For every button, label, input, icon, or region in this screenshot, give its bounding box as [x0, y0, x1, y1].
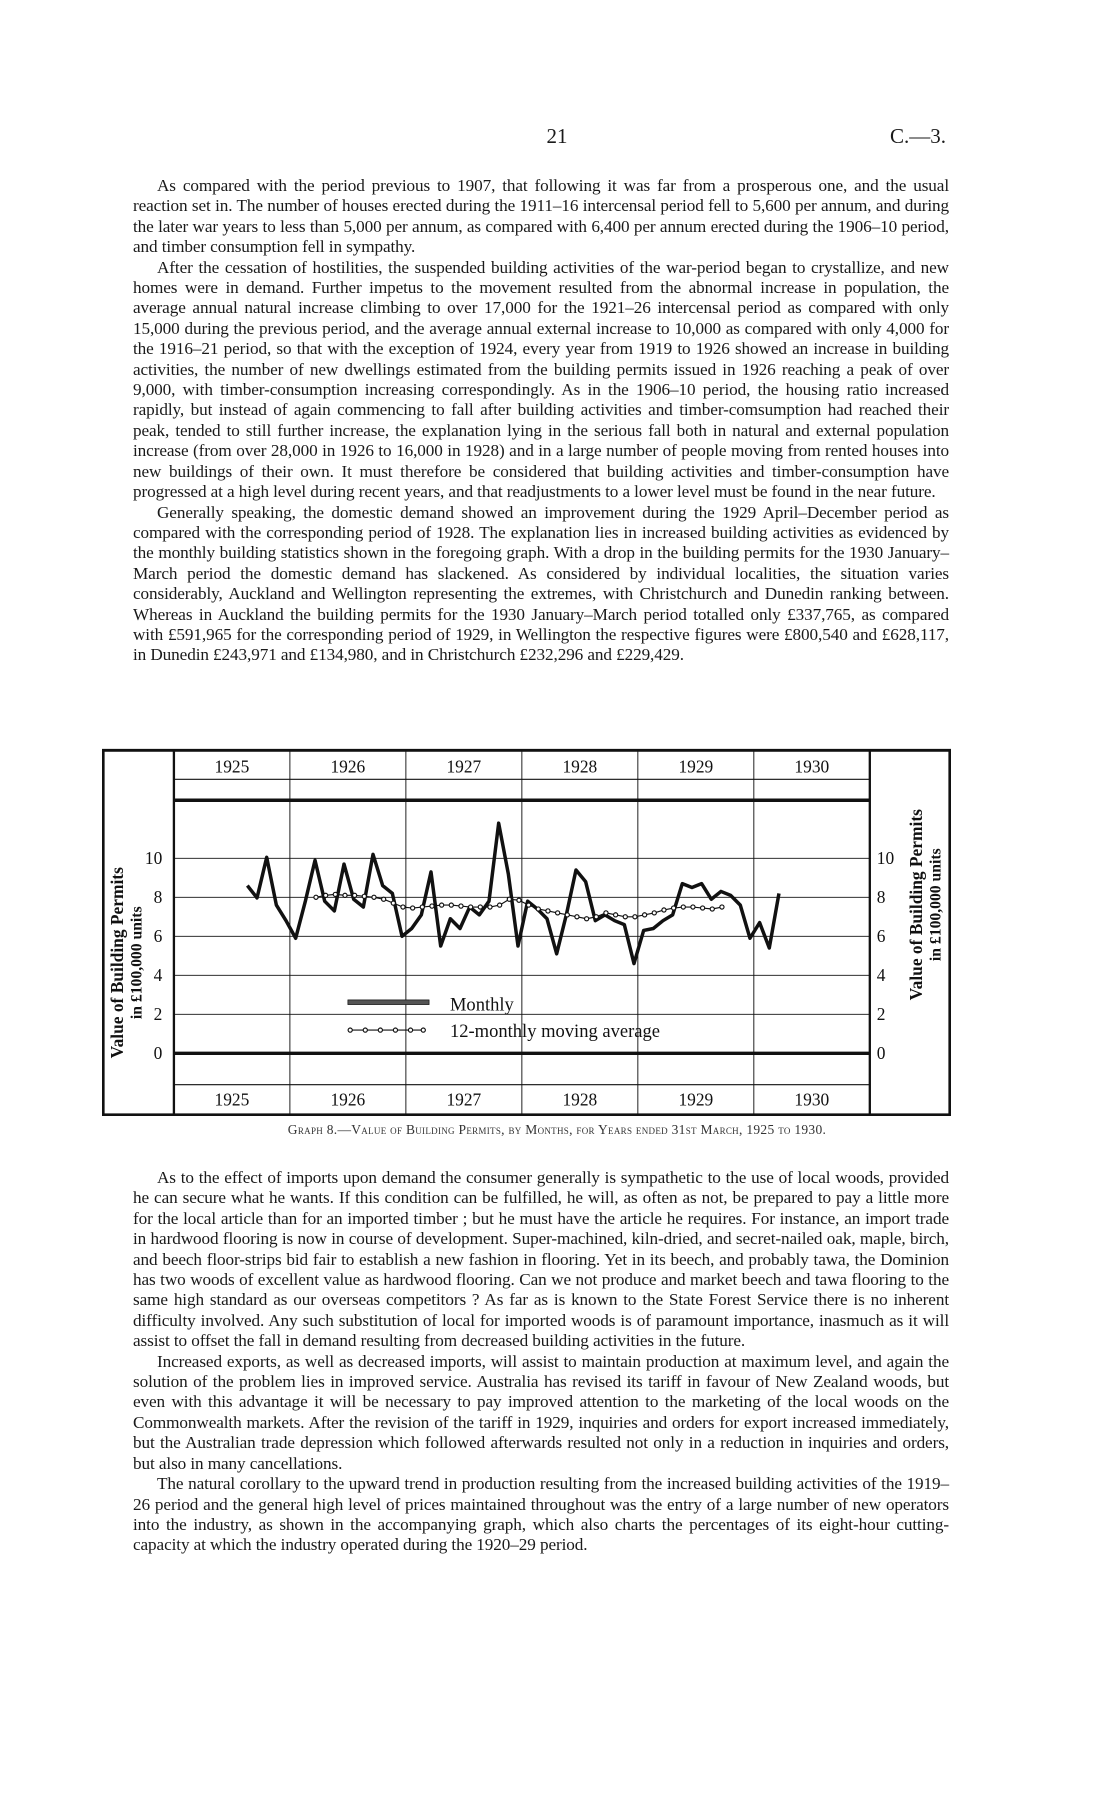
legend-average-marker: [407, 1027, 414, 1033]
year-label-top: 1927: [446, 756, 481, 776]
moving-average-point: [429, 903, 435, 909]
moving-average-point: [641, 912, 648, 918]
moving-average-point: [719, 904, 725, 910]
chart-marks: [245, 821, 781, 966]
page-number: 21: [546, 124, 568, 148]
moving-average-point: [525, 902, 532, 908]
paragraph: After the cessation of hostilities, the …: [133, 257, 949, 502]
document-reference: C.—3.: [889, 124, 946, 148]
y-tick-label-left: 6: [154, 926, 163, 946]
y-axis-title-left-units: in £100,000 units: [128, 906, 145, 1019]
year-label-top: 1929: [678, 756, 713, 776]
legend-average-marker: [347, 1027, 353, 1033]
legend-average-marker: [420, 1027, 426, 1033]
legend-average-marker: [377, 1027, 384, 1033]
moving-average-point: [632, 914, 638, 920]
moving-average-point: [487, 904, 493, 910]
year-label-bottom: 1929: [678, 1090, 713, 1110]
moving-average-point: [477, 904, 483, 910]
moving-average-point: [351, 892, 358, 899]
legend-average-label: 12-monthly moving average: [450, 1021, 660, 1042]
year-label-top: 1925: [215, 756, 250, 776]
moving-average-point: [448, 902, 454, 908]
moving-average-point: [458, 903, 464, 909]
moving-average-point: [583, 916, 590, 922]
moving-average-point: [467, 904, 474, 910]
moving-average-point: [371, 894, 377, 900]
y-tick-label-right: 6: [877, 926, 886, 946]
moving-average-point: [380, 896, 387, 902]
moving-average-point: [516, 897, 522, 903]
legend-monthly-swatch: [347, 999, 430, 1005]
moving-average-point: [709, 906, 715, 912]
paragraph: The natural corollary to the upward tren…: [133, 1474, 949, 1555]
moving-average-point: [574, 914, 580, 920]
moving-average-point: [342, 892, 348, 899]
y-tick-label-right: 8: [877, 887, 886, 907]
moving-average-point: [390, 900, 396, 906]
moving-average-point: [690, 904, 696, 910]
moving-average-point: [622, 914, 628, 920]
moving-average-point: [670, 905, 677, 911]
chart-legend: Monthly 12-monthly moving average: [347, 994, 660, 1042]
paragraph: As compared with the period previous to …: [133, 176, 949, 257]
moving-average-point: [564, 912, 570, 918]
building-permits-chart: 1925 1925 1926 1926 1927 1927 1928 1928 1929 1929…: [102, 748, 951, 1116]
y-axis-title-right-units: in £100,000 units: [928, 848, 945, 961]
moving-average-point: [400, 904, 406, 910]
y-tick-label-left: 8: [154, 887, 163, 907]
moving-average-point: [699, 905, 706, 911]
moving-average-point: [438, 902, 445, 908]
y-tick-label-left: 4: [154, 965, 163, 985]
top-text-block: As compared with the period previous to …: [133, 176, 949, 666]
moving-average-point: [603, 910, 609, 916]
y-tick-label-left: 2: [154, 1004, 163, 1024]
legend-monthly-label: Monthly: [450, 994, 515, 1015]
moving-average-point: [322, 892, 329, 899]
moving-average-point: [612, 912, 619, 918]
legend-average-marker: [392, 1027, 399, 1033]
paragraph: As to the effect of imports upon demand …: [133, 1168, 949, 1351]
moving-average-point: [680, 904, 686, 910]
y-axis-title-right: Value of Building Permits: [906, 809, 926, 1000]
chart-labels: 1925 1925 1926 1926 1927 1927 1928 1928 1929 1929…: [107, 756, 945, 1109]
year-label-bottom: 1928: [562, 1090, 597, 1110]
y-axis-title-left: Value of Building Permits: [107, 867, 127, 1058]
outer-border: [102, 748, 951, 1116]
moving-average-point: [506, 896, 512, 902]
y-tick-label-right: 4: [877, 965, 886, 985]
y-tick-label-right: 0: [877, 1043, 886, 1063]
y-tick-label-right: 2: [877, 1004, 886, 1024]
moving-average-point: [419, 904, 425, 910]
year-label-top: 1928: [562, 756, 597, 776]
monthly-series-line: [245, 821, 781, 966]
graph-caption: Graph 8.—Value of Building Permits, by M…: [287, 1122, 827, 1137]
moving-average-point: [651, 910, 657, 916]
moving-average-point: [545, 908, 551, 914]
legend-average-marker: [362, 1027, 368, 1033]
y-tick-label-left: 0: [154, 1043, 163, 1063]
moving-average-point: [332, 891, 338, 898]
year-label-top: 1930: [794, 756, 829, 776]
moving-average-point: [496, 902, 503, 908]
year-label-bottom: 1930: [794, 1090, 829, 1110]
moving-average-point: [661, 907, 667, 913]
moving-average-point: [593, 914, 599, 920]
moving-average-point: [409, 905, 416, 911]
moving-average-point: [554, 910, 561, 916]
moving-average-point: [535, 906, 541, 912]
year-label-top: 1926: [331, 756, 366, 776]
year-label-bottom: 1926: [331, 1090, 366, 1110]
y-tick-label-right: 10: [877, 848, 895, 868]
moving-average-point: [313, 894, 319, 900]
moving-average-point: [361, 893, 367, 899]
y-tick-label-left: 10: [145, 848, 163, 868]
bottom-text-block: As to the effect of imports upon demand …: [133, 1168, 949, 1556]
year-label-bottom: 1925: [215, 1090, 250, 1110]
chart-frame: [102, 748, 951, 1116]
paragraph: Generally speaking, the domestic demand …: [133, 502, 949, 665]
year-label-bottom: 1927: [446, 1090, 481, 1110]
paragraph: Increased exports, as well as decreased …: [133, 1351, 949, 1473]
